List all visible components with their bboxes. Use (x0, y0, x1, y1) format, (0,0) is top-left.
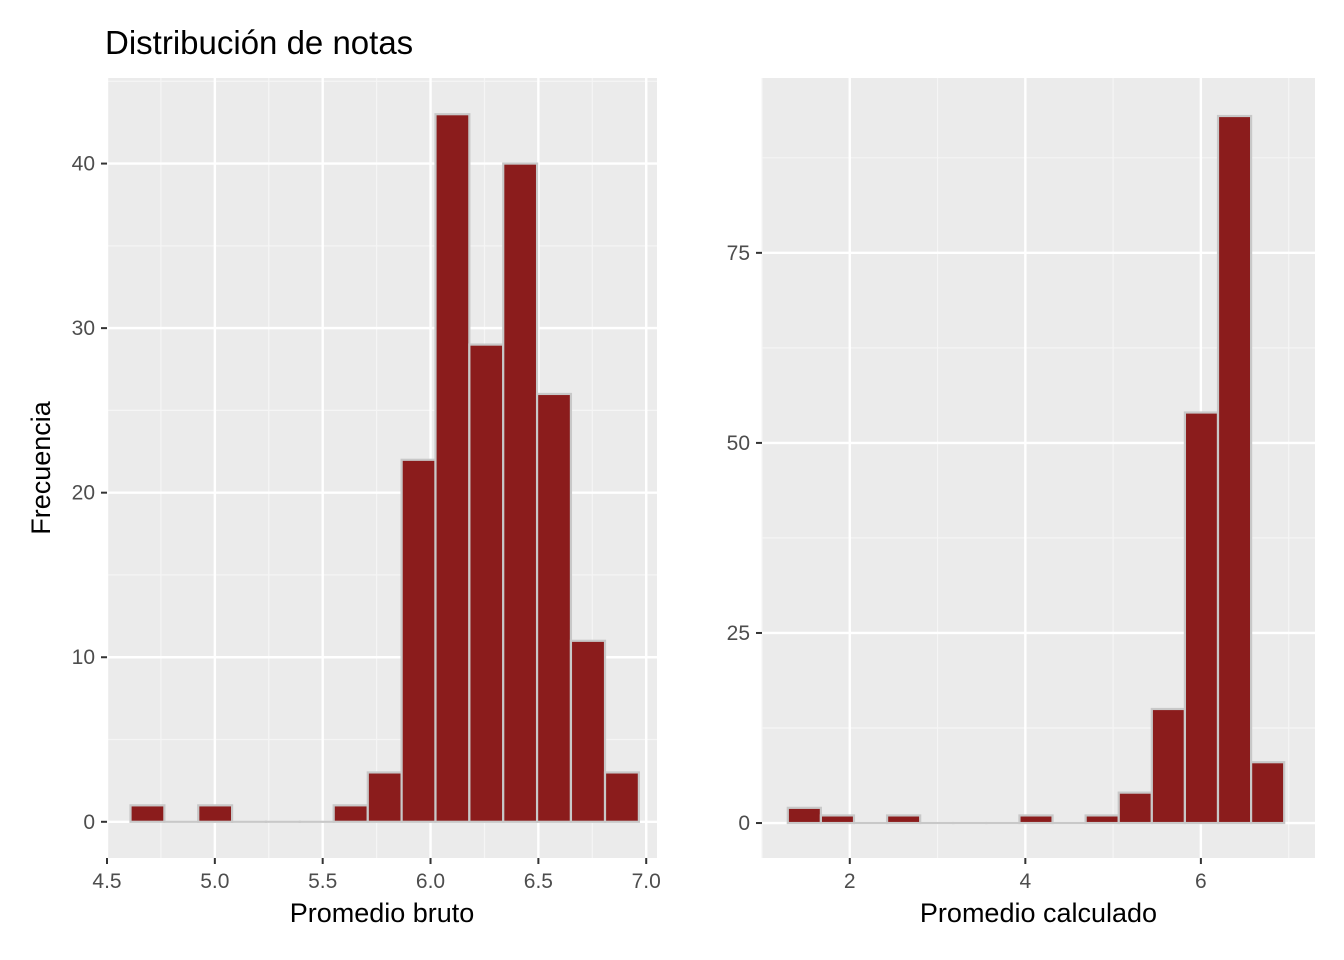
histogram-bar-2 (197, 804, 234, 823)
histogram-bar-14 (603, 771, 640, 823)
histogram-bar-7 (366, 771, 403, 823)
x-tick-label: 5.5 (308, 870, 337, 893)
histogram-bar-0 (786, 806, 822, 825)
x-tick-label: 6.5 (524, 870, 553, 893)
x-tick-label: 5.0 (200, 870, 229, 893)
y-tick-label: 0 (83, 811, 95, 834)
x-tick-label: 4.5 (92, 870, 121, 893)
y-tick-label: 25 (727, 622, 750, 645)
histogram-bar-10 (1117, 791, 1153, 825)
y-tick-label: 20 (72, 482, 95, 505)
histogram-bar-12 (1183, 411, 1220, 825)
histogram-bar-3 (885, 814, 922, 825)
x-tick-label: 6 (1195, 870, 1207, 893)
x-tick-label: 4 (1019, 870, 1031, 893)
y-tick-label: 0 (738, 812, 750, 835)
y-tick-label: 40 (72, 153, 95, 176)
histogram-bar-0 (129, 804, 166, 823)
histogram-bar-9 (1084, 814, 1120, 825)
histogram-bar-6 (332, 804, 369, 823)
x-tick-label: 6.0 (416, 870, 445, 893)
x-tick-label: 2 (844, 870, 856, 893)
y-tick-label: 10 (72, 646, 95, 669)
histogram-bar-14 (1249, 761, 1286, 825)
x-axis-title: Promedio calculado (920, 898, 1157, 928)
histogram-bar-12 (535, 392, 573, 823)
histogram-bar-11 (1150, 707, 1187, 825)
x-tick-label: 7.0 (632, 870, 661, 893)
figure-title: Distribución de notas (105, 24, 413, 61)
y-tick-label: 30 (72, 317, 95, 340)
panel-promedio-calculado: 2 4 6 0 25 50 75 Promedio calculado (727, 78, 1315, 928)
histogram-bar-13 (569, 639, 607, 823)
y-tick-label: 75 (727, 242, 750, 265)
panel-promedio-bruto: 4.5 5.0 5.5 6.0 6.5 7.0 0 10 20 30 40 Promedio brut… (26, 78, 661, 928)
histogram-bar-8 (400, 458, 437, 823)
histogram-bar-9 (434, 113, 471, 823)
x-axis-title: Promedio bruto (290, 898, 475, 928)
histogram-bar-10 (468, 343, 505, 823)
y-axis-title: Frecuencia (26, 400, 56, 535)
histogram-bar-1 (819, 814, 856, 825)
histogram-bar-7 (1018, 814, 1054, 825)
y-tick-label: 50 (727, 432, 750, 455)
histogram-bar-11 (502, 162, 539, 823)
histogram-bar-13 (1216, 114, 1253, 825)
